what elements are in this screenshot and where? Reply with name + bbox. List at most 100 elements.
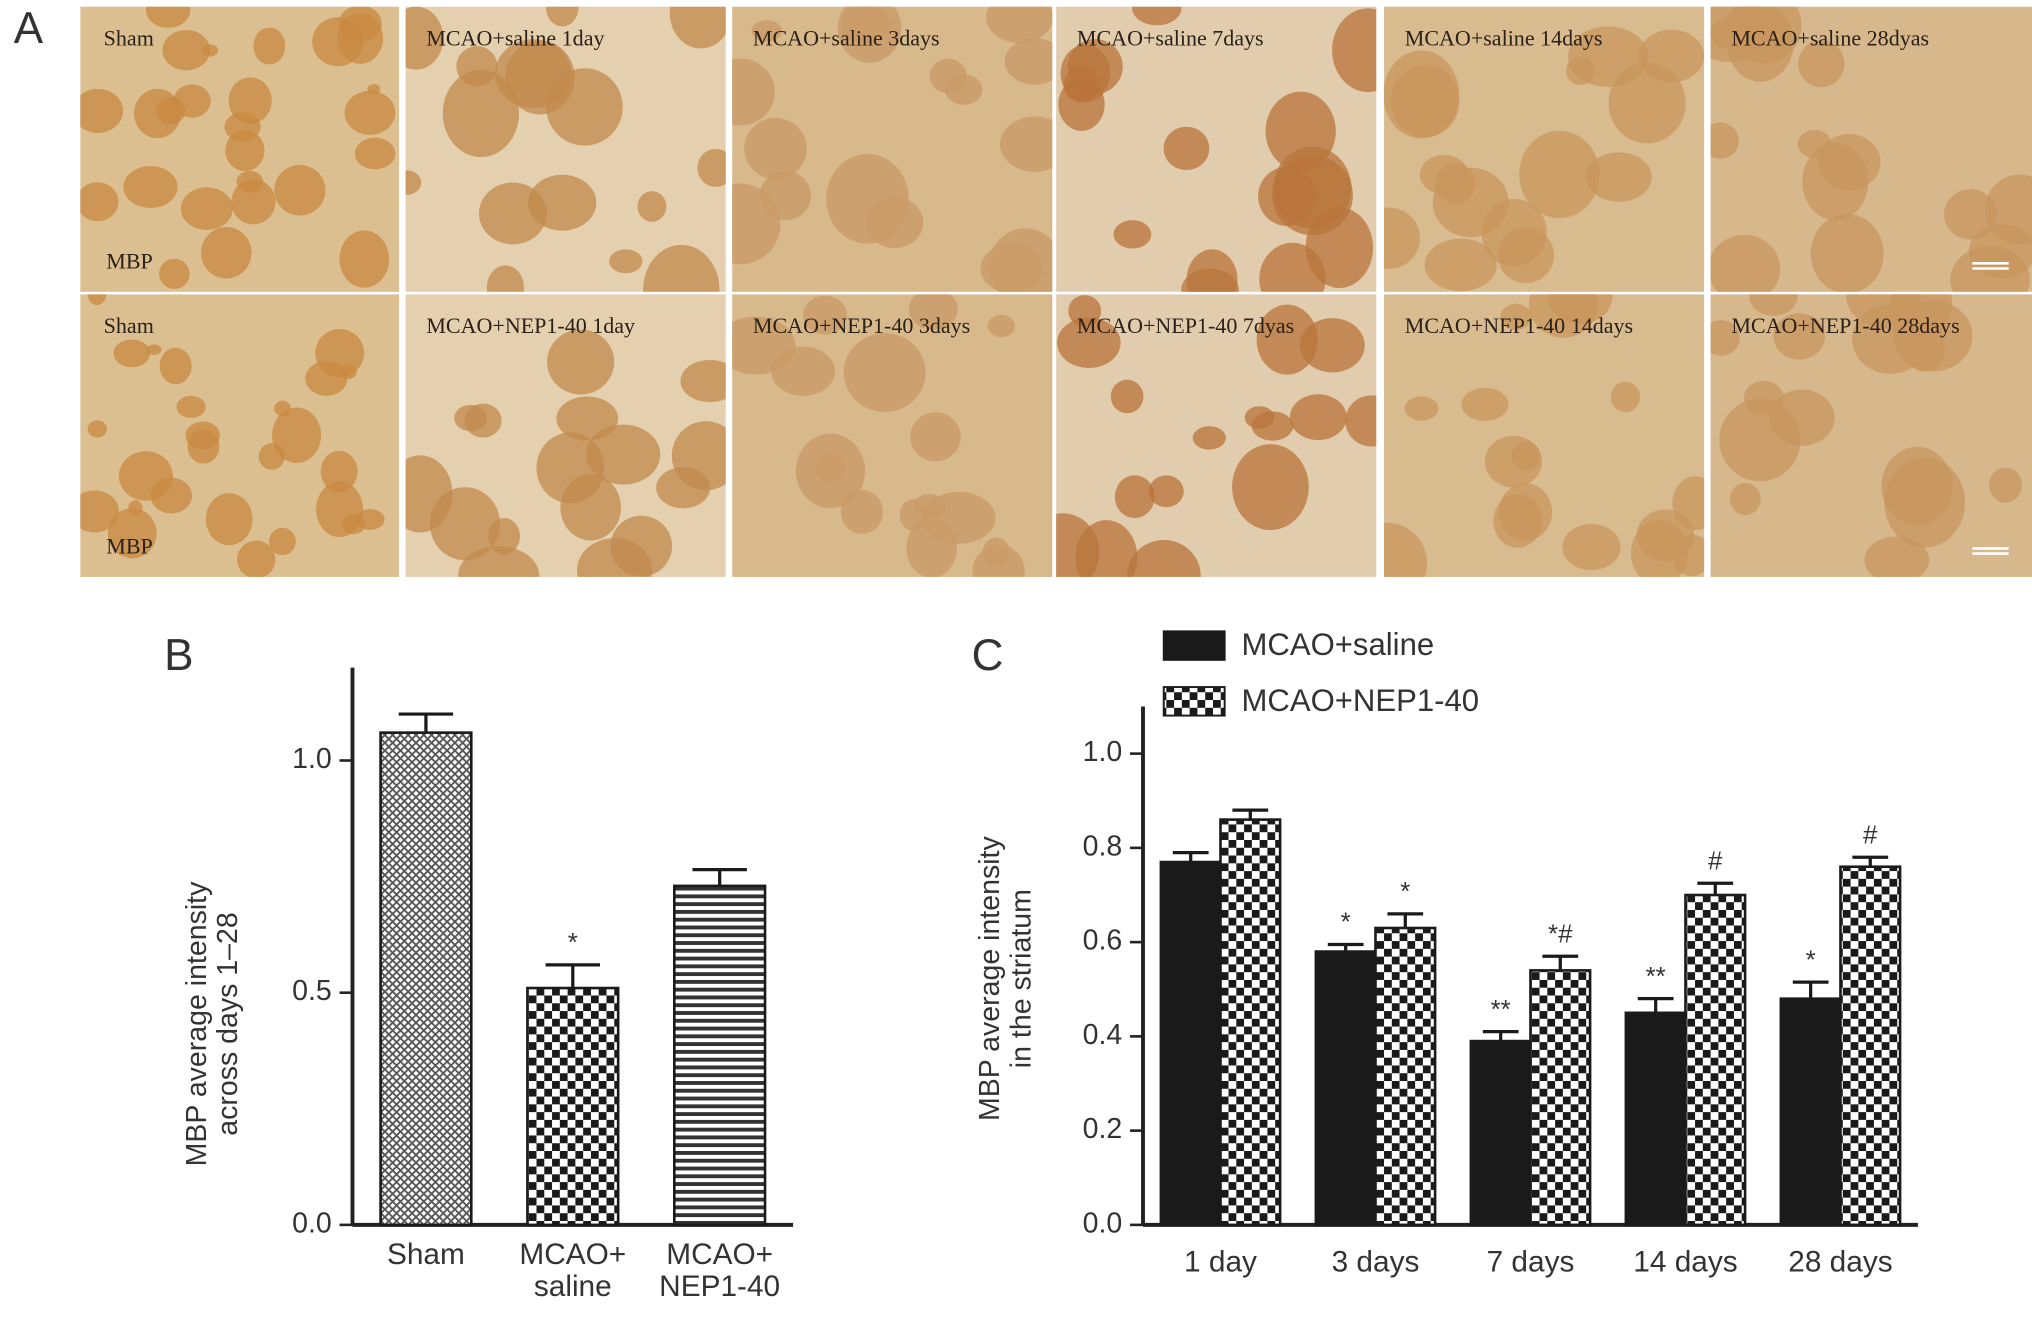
fiber-bundle (107, 508, 157, 559)
micrograph-caption: MCAO+NEP1-40 28days (1731, 313, 1959, 338)
fiber-bundle (1345, 395, 1377, 447)
bundles (80, 6, 396, 289)
fiber-bundle (80, 88, 124, 133)
fiber-bundle (1984, 174, 2032, 245)
fiber-bundle (145, 6, 191, 29)
fiber-bundle (1773, 313, 1825, 360)
fiber-bundle (929, 58, 967, 94)
fiber-bundle (87, 420, 107, 438)
fiber-bundle (999, 116, 1053, 172)
stain-label: MBP (106, 533, 153, 558)
fiber-bundle (1893, 300, 1973, 372)
fiber-bundle (1710, 320, 1740, 356)
y-tick-label: 1.0 (1083, 736, 1123, 768)
fiber-bundle (680, 359, 726, 403)
bar (1314, 950, 1377, 1227)
fiber-bundle (1056, 513, 1100, 577)
micrograph (732, 294, 1053, 577)
fiber-bundle (1273, 146, 1352, 230)
fiber-bundle (1610, 381, 1640, 413)
micrograph (405, 294, 726, 577)
fiber-bundle (643, 244, 720, 292)
fiber-bundle (339, 364, 357, 380)
fiber-bundle (988, 228, 1053, 292)
fiber-bundle (253, 27, 286, 65)
fiber-bundle (1722, 6, 1777, 46)
fiber-bundle (697, 148, 726, 187)
micrograph (1710, 6, 2032, 292)
legend-label: MCAO+NEP1-40 (1241, 683, 1479, 718)
y-axis-label-box: MBP average intensity in the striatum (975, 836, 1037, 1121)
fiber-bundle (1004, 38, 1053, 85)
significance-mark: # (1708, 847, 1723, 875)
fiber-bundle (344, 90, 396, 135)
fiber-bundle (478, 182, 547, 245)
micrograph (732, 6, 1053, 292)
fiber-bundle (1259, 242, 1326, 292)
micrograph (80, 6, 400, 292)
bundles (1710, 294, 2023, 577)
micrograph-caption: MCAO+saline 3days (753, 25, 940, 50)
fiber-bundle (146, 344, 162, 355)
micrograph-caption: MCAO+saline 1day (426, 25, 604, 50)
fiber-bundle (258, 443, 285, 470)
fiber-bundle (201, 44, 219, 57)
fiber-bundle (113, 339, 151, 368)
fiber-bundle (1749, 294, 1798, 316)
fiber-bundle (228, 77, 272, 124)
fiber-bundle (180, 187, 233, 231)
fiber-bundle (1058, 78, 1105, 131)
fiber-bundle (158, 258, 190, 289)
micrograph-caption: Sham (104, 313, 154, 338)
y-tick-label: 0.0 (1083, 1207, 1123, 1239)
bundles (1056, 295, 1377, 577)
bundles (1710, 6, 2032, 292)
significance-mark: ** (1491, 996, 1511, 1024)
significance-mark: # (1863, 821, 1878, 849)
fiber-bundle (1566, 56, 1595, 85)
x-tick-label: 28 days (1788, 1246, 1892, 1279)
fiber-bundle (1528, 294, 1599, 338)
fiber-bundle (1817, 133, 1881, 191)
error-bar (398, 712, 454, 733)
fiber-bundle (1672, 476, 1705, 531)
bar (673, 884, 767, 1227)
fiber-bundle (225, 130, 265, 172)
fiber-bundle (274, 164, 326, 216)
micrograph-caption: Sham (104, 25, 154, 50)
bar (1684, 893, 1747, 1227)
fiber-bundle (1638, 29, 1705, 83)
micrograph (1710, 294, 2032, 577)
error-bar (1637, 997, 1674, 1013)
significance-mark: * (568, 929, 578, 957)
error-bar (1852, 855, 1889, 867)
fiber-bundle (910, 412, 961, 462)
fiber-bundle (744, 117, 807, 180)
fiber-bundle (176, 395, 206, 418)
fiber-bundle (1068, 295, 1102, 327)
x-tick-label: 1 day (1184, 1246, 1257, 1279)
bundles (732, 294, 1025, 577)
fiber-bundle (123, 166, 178, 208)
fiber-bundle (1163, 126, 1210, 171)
fiber-bundle (464, 403, 502, 438)
fiber-bundle (843, 333, 926, 412)
bar (379, 731, 473, 1227)
bundles (732, 6, 1053, 292)
fiber-bundle (162, 29, 211, 71)
fiber-bundle (1864, 536, 1930, 577)
panel-label: A (14, 4, 44, 53)
panel-label: B (164, 631, 193, 680)
fiber-bundle (1608, 62, 1686, 144)
fiber-bundle (272, 407, 322, 464)
fiber-bundle (80, 490, 120, 533)
fiber-bundle (1384, 522, 1428, 577)
error-bar (1327, 942, 1364, 952)
micrograph-caption: MCAO+NEP1-40 3days (753, 313, 970, 338)
error-bar (1387, 912, 1424, 928)
fiber-bundle (826, 153, 909, 244)
fiber-bundle (1710, 122, 1739, 159)
micrograph (80, 294, 400, 577)
y-tick-label: 0.2 (1083, 1113, 1123, 1145)
